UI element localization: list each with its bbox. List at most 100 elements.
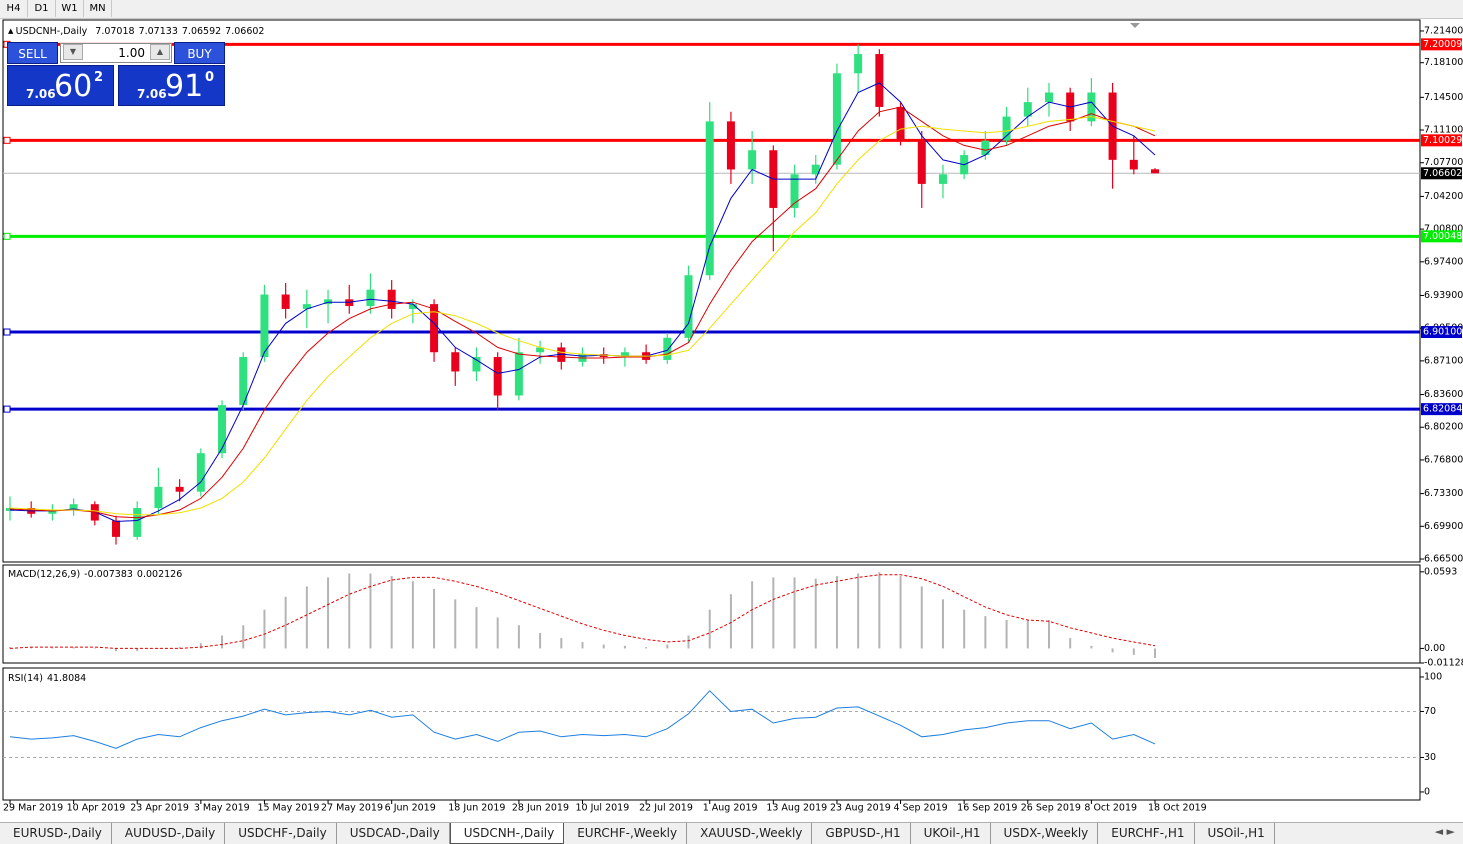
x-tick-label: 4 Sep 2019 bbox=[894, 803, 948, 814]
chart-tab[interactable]: EURCHF-,H1 bbox=[1098, 823, 1195, 844]
x-tick-label: 1 Aug 2019 bbox=[703, 803, 758, 814]
candle-body bbox=[536, 347, 545, 353]
candle-body bbox=[196, 453, 205, 492]
y-tick-label: 7.04200 bbox=[1424, 191, 1463, 202]
y-tick-label: 7.07700 bbox=[1424, 157, 1463, 168]
chart-tab[interactable]: USDCNH-,Daily bbox=[449, 823, 565, 844]
main-panel bbox=[2, 19, 1421, 563]
chart-tab[interactable]: EURUSD-,Daily bbox=[0, 823, 112, 844]
macd-bar bbox=[284, 596, 287, 649]
macd-panel bbox=[2, 564, 1421, 664]
macd-bar bbox=[878, 572, 881, 649]
buy-sup: 0 bbox=[205, 70, 215, 85]
candle-body bbox=[1087, 92, 1096, 122]
timeframe-toolbar: H4 D1 W1 MN bbox=[0, 0, 1463, 19]
macd-bar bbox=[9, 647, 11, 649]
macd-bar bbox=[115, 648, 118, 652]
level-label: 7.10029 bbox=[1423, 135, 1462, 146]
macd-bar bbox=[666, 644, 669, 649]
macd-bar bbox=[941, 599, 944, 649]
candle-body bbox=[154, 486, 163, 509]
buy-button[interactable]: BUY bbox=[174, 42, 225, 64]
y-tick-label: 7.21400 bbox=[1424, 25, 1463, 36]
candle-body bbox=[281, 294, 290, 309]
signal-line bbox=[9, 574, 1156, 649]
chart-header: ▲ USDCNH-,Daily 7.07018 7.07133 7.06592 7.06… bbox=[8, 26, 264, 37]
buy-quote[interactable]: 7.06 91 0 bbox=[118, 65, 225, 106]
candle-body bbox=[684, 275, 693, 338]
candle-body bbox=[917, 140, 926, 184]
candle-body bbox=[239, 357, 248, 406]
lot-up[interactable]: ▲ bbox=[150, 44, 170, 60]
macd-bar bbox=[1154, 648, 1156, 658]
x-tick-label: 15 May 2019 bbox=[257, 803, 319, 814]
level-tag bbox=[1421, 230, 1462, 243]
chart-tabs: EURUSD-,Daily AUDUSD-,Daily USDCHF-,Daily U… bbox=[0, 822, 1463, 844]
timeframe-button[interactable]: W1 bbox=[56, 0, 84, 17]
lot-down[interactable]: ▼ bbox=[63, 44, 83, 60]
candle-body bbox=[896, 106, 905, 141]
candle-body bbox=[260, 294, 269, 358]
buy-big: 91 bbox=[165, 69, 204, 104]
y-tick-label: 100 bbox=[1424, 671, 1442, 682]
x-tick-label: 28 Jun 2019 bbox=[512, 803, 569, 814]
y-tick-label: 6.97400 bbox=[1424, 256, 1463, 267]
candle-body bbox=[981, 140, 990, 156]
rsi-panel bbox=[2, 667, 1421, 801]
candle-body bbox=[302, 304, 311, 309]
chart-tab[interactable]: UKOil-,H1 bbox=[911, 823, 991, 844]
macd-bar bbox=[93, 648, 96, 649]
y-tick-label: 30 bbox=[1424, 752, 1436, 763]
chart-tab[interactable]: EURCHF-,Weekly bbox=[564, 823, 688, 844]
candle-body bbox=[1044, 92, 1053, 103]
moving-average bbox=[9, 82, 1156, 523]
x-tick-label: 16 Sep 2019 bbox=[957, 803, 1017, 814]
macd-bar bbox=[454, 599, 457, 649]
macd-title: MACD(12,26,9) bbox=[8, 569, 80, 580]
level-tag bbox=[1421, 403, 1462, 416]
macd-header: MACD(12,26,9) -0.007383 0.002126 bbox=[8, 569, 182, 580]
chart-tab[interactable]: USDX-,Weekly bbox=[991, 823, 1099, 844]
chart-tab[interactable]: AUDUSD-,Daily bbox=[112, 823, 226, 844]
timeframe-button[interactable]: MN bbox=[84, 0, 112, 17]
macd-bar bbox=[963, 609, 966, 649]
candle-body bbox=[705, 121, 714, 276]
one-click-trading: SELL 1.00 ▼ ▲ BUY 7.06 60 2 7.06 91 0 bbox=[7, 42, 225, 106]
macd-bar bbox=[708, 609, 711, 649]
x-tick-label: 18 Jun 2019 bbox=[448, 803, 505, 814]
chart-tab[interactable]: USOil-,H1 bbox=[1195, 823, 1275, 844]
candle-body bbox=[366, 289, 375, 307]
macd-bar bbox=[581, 641, 584, 649]
macd-bar bbox=[857, 573, 860, 649]
macd-bar bbox=[1132, 648, 1135, 655]
x-tick-label: 27 May 2019 bbox=[321, 803, 383, 814]
y-tick-label: 6.76800 bbox=[1424, 454, 1463, 465]
x-tick-label: 29 Mar 2019 bbox=[3, 803, 63, 814]
timeframe-button[interactable]: H4 bbox=[0, 0, 28, 17]
chart-tab[interactable]: GBPUSD-,H1 bbox=[812, 823, 911, 844]
sell-button[interactable]: SELL bbox=[7, 42, 58, 64]
x-tick-label: 10 Jul 2019 bbox=[576, 803, 630, 814]
y-tick-label: -0.011289 bbox=[1424, 658, 1463, 669]
tab-arrows[interactable]: ◄ ► bbox=[1434, 825, 1455, 838]
macd-bar bbox=[751, 581, 754, 649]
header-open: 7.07018 bbox=[95, 26, 134, 37]
shift-marker bbox=[1130, 23, 1140, 28]
chart-tab[interactable]: XAUUSD-,Weekly bbox=[687, 823, 813, 844]
chart-tab[interactable]: USDCHF-,Daily bbox=[225, 823, 337, 844]
sell-quote[interactable]: 7.06 60 2 bbox=[7, 65, 114, 106]
sell-sup: 2 bbox=[94, 70, 104, 85]
chart-tab[interactable]: USDCAD-,Daily bbox=[337, 823, 450, 844]
timeframe-button[interactable]: D1 bbox=[28, 0, 56, 17]
candle-body bbox=[387, 289, 396, 309]
rsi-header: RSI(14) 41.8084 bbox=[8, 673, 86, 684]
macd-bar bbox=[602, 644, 605, 649]
lot-input[interactable]: 1.00 bbox=[60, 43, 172, 63]
candle-body bbox=[875, 54, 884, 107]
macd-bar bbox=[136, 648, 139, 652]
sell-prefix: 7.06 bbox=[26, 87, 56, 101]
y-tick-label: 6.87100 bbox=[1424, 355, 1463, 366]
level-tag bbox=[1421, 134, 1462, 147]
candle-body bbox=[493, 357, 502, 396]
y-tick-label: 6.93900 bbox=[1424, 290, 1463, 301]
